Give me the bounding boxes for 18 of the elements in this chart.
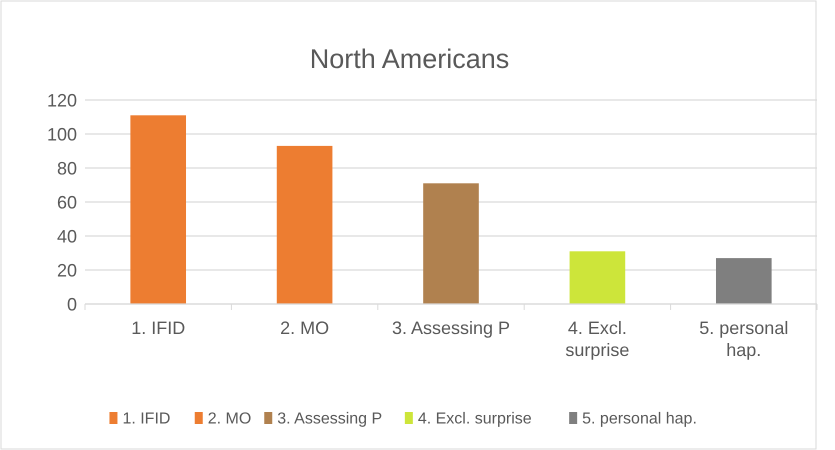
legend-label: 5. personal hap.	[582, 410, 697, 428]
legend-label: 2. MO	[208, 410, 252, 428]
chart-title: North Americans	[310, 44, 510, 74]
legend-label: 1. IFID	[122, 410, 170, 428]
x-tick-label: 5. personal hap.	[699, 318, 788, 360]
y-tick-label: 60	[56, 192, 77, 212]
y-tick-label: 120	[46, 90, 77, 110]
legend-label: 4. Excl. surprise	[418, 410, 532, 428]
y-tick-label: 100	[46, 124, 77, 144]
y-tick-label: 0	[66, 294, 77, 314]
x-tick-label: 4. Excl. surprise	[565, 318, 630, 360]
y-tick-label: 80	[56, 158, 77, 178]
x-tick-label: 1. IFID	[131, 318, 186, 338]
x-tick-label: 3. Assessing P	[392, 318, 510, 338]
x-tick-label: 2. MO	[280, 318, 330, 338]
y-tick-label: 20	[56, 260, 77, 280]
legend-label: 3. Assessing P	[277, 410, 382, 428]
y-tick-label: 40	[56, 226, 77, 246]
